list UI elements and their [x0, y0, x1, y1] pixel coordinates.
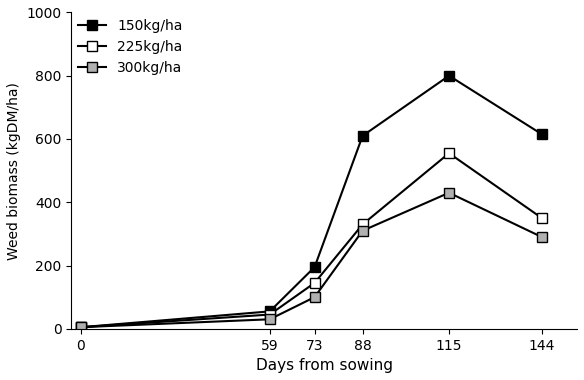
- 225kg/ha: [359, 222, 366, 226]
- 150kg/ha: [538, 132, 545, 136]
- Line: 225kg/ha: 225kg/ha: [76, 148, 547, 332]
- 225kg/ha: [446, 151, 453, 155]
- Line: 150kg/ha: 150kg/ha: [76, 71, 547, 332]
- 225kg/ha: [78, 325, 85, 329]
- 225kg/ha: [311, 280, 318, 285]
- 300kg/ha: [311, 295, 318, 299]
- 300kg/ha: [446, 190, 453, 195]
- 300kg/ha: [78, 325, 85, 329]
- 150kg/ha: [78, 325, 85, 329]
- 300kg/ha: [538, 235, 545, 239]
- Legend: 150kg/ha, 225kg/ha, 300kg/ha: 150kg/ha, 225kg/ha, 300kg/ha: [75, 17, 185, 78]
- 150kg/ha: [266, 309, 273, 314]
- 300kg/ha: [266, 317, 273, 321]
- 225kg/ha: [266, 312, 273, 317]
- 300kg/ha: [359, 228, 366, 233]
- Y-axis label: Weed biomass (kgDM/ha): Weed biomass (kgDM/ha): [7, 82, 21, 260]
- X-axis label: Days from sowing: Days from sowing: [256, 358, 392, 373]
- 150kg/ha: [446, 73, 453, 78]
- Line: 300kg/ha: 300kg/ha: [76, 188, 547, 332]
- 150kg/ha: [311, 265, 318, 269]
- 225kg/ha: [538, 216, 545, 220]
- 150kg/ha: [359, 133, 366, 138]
